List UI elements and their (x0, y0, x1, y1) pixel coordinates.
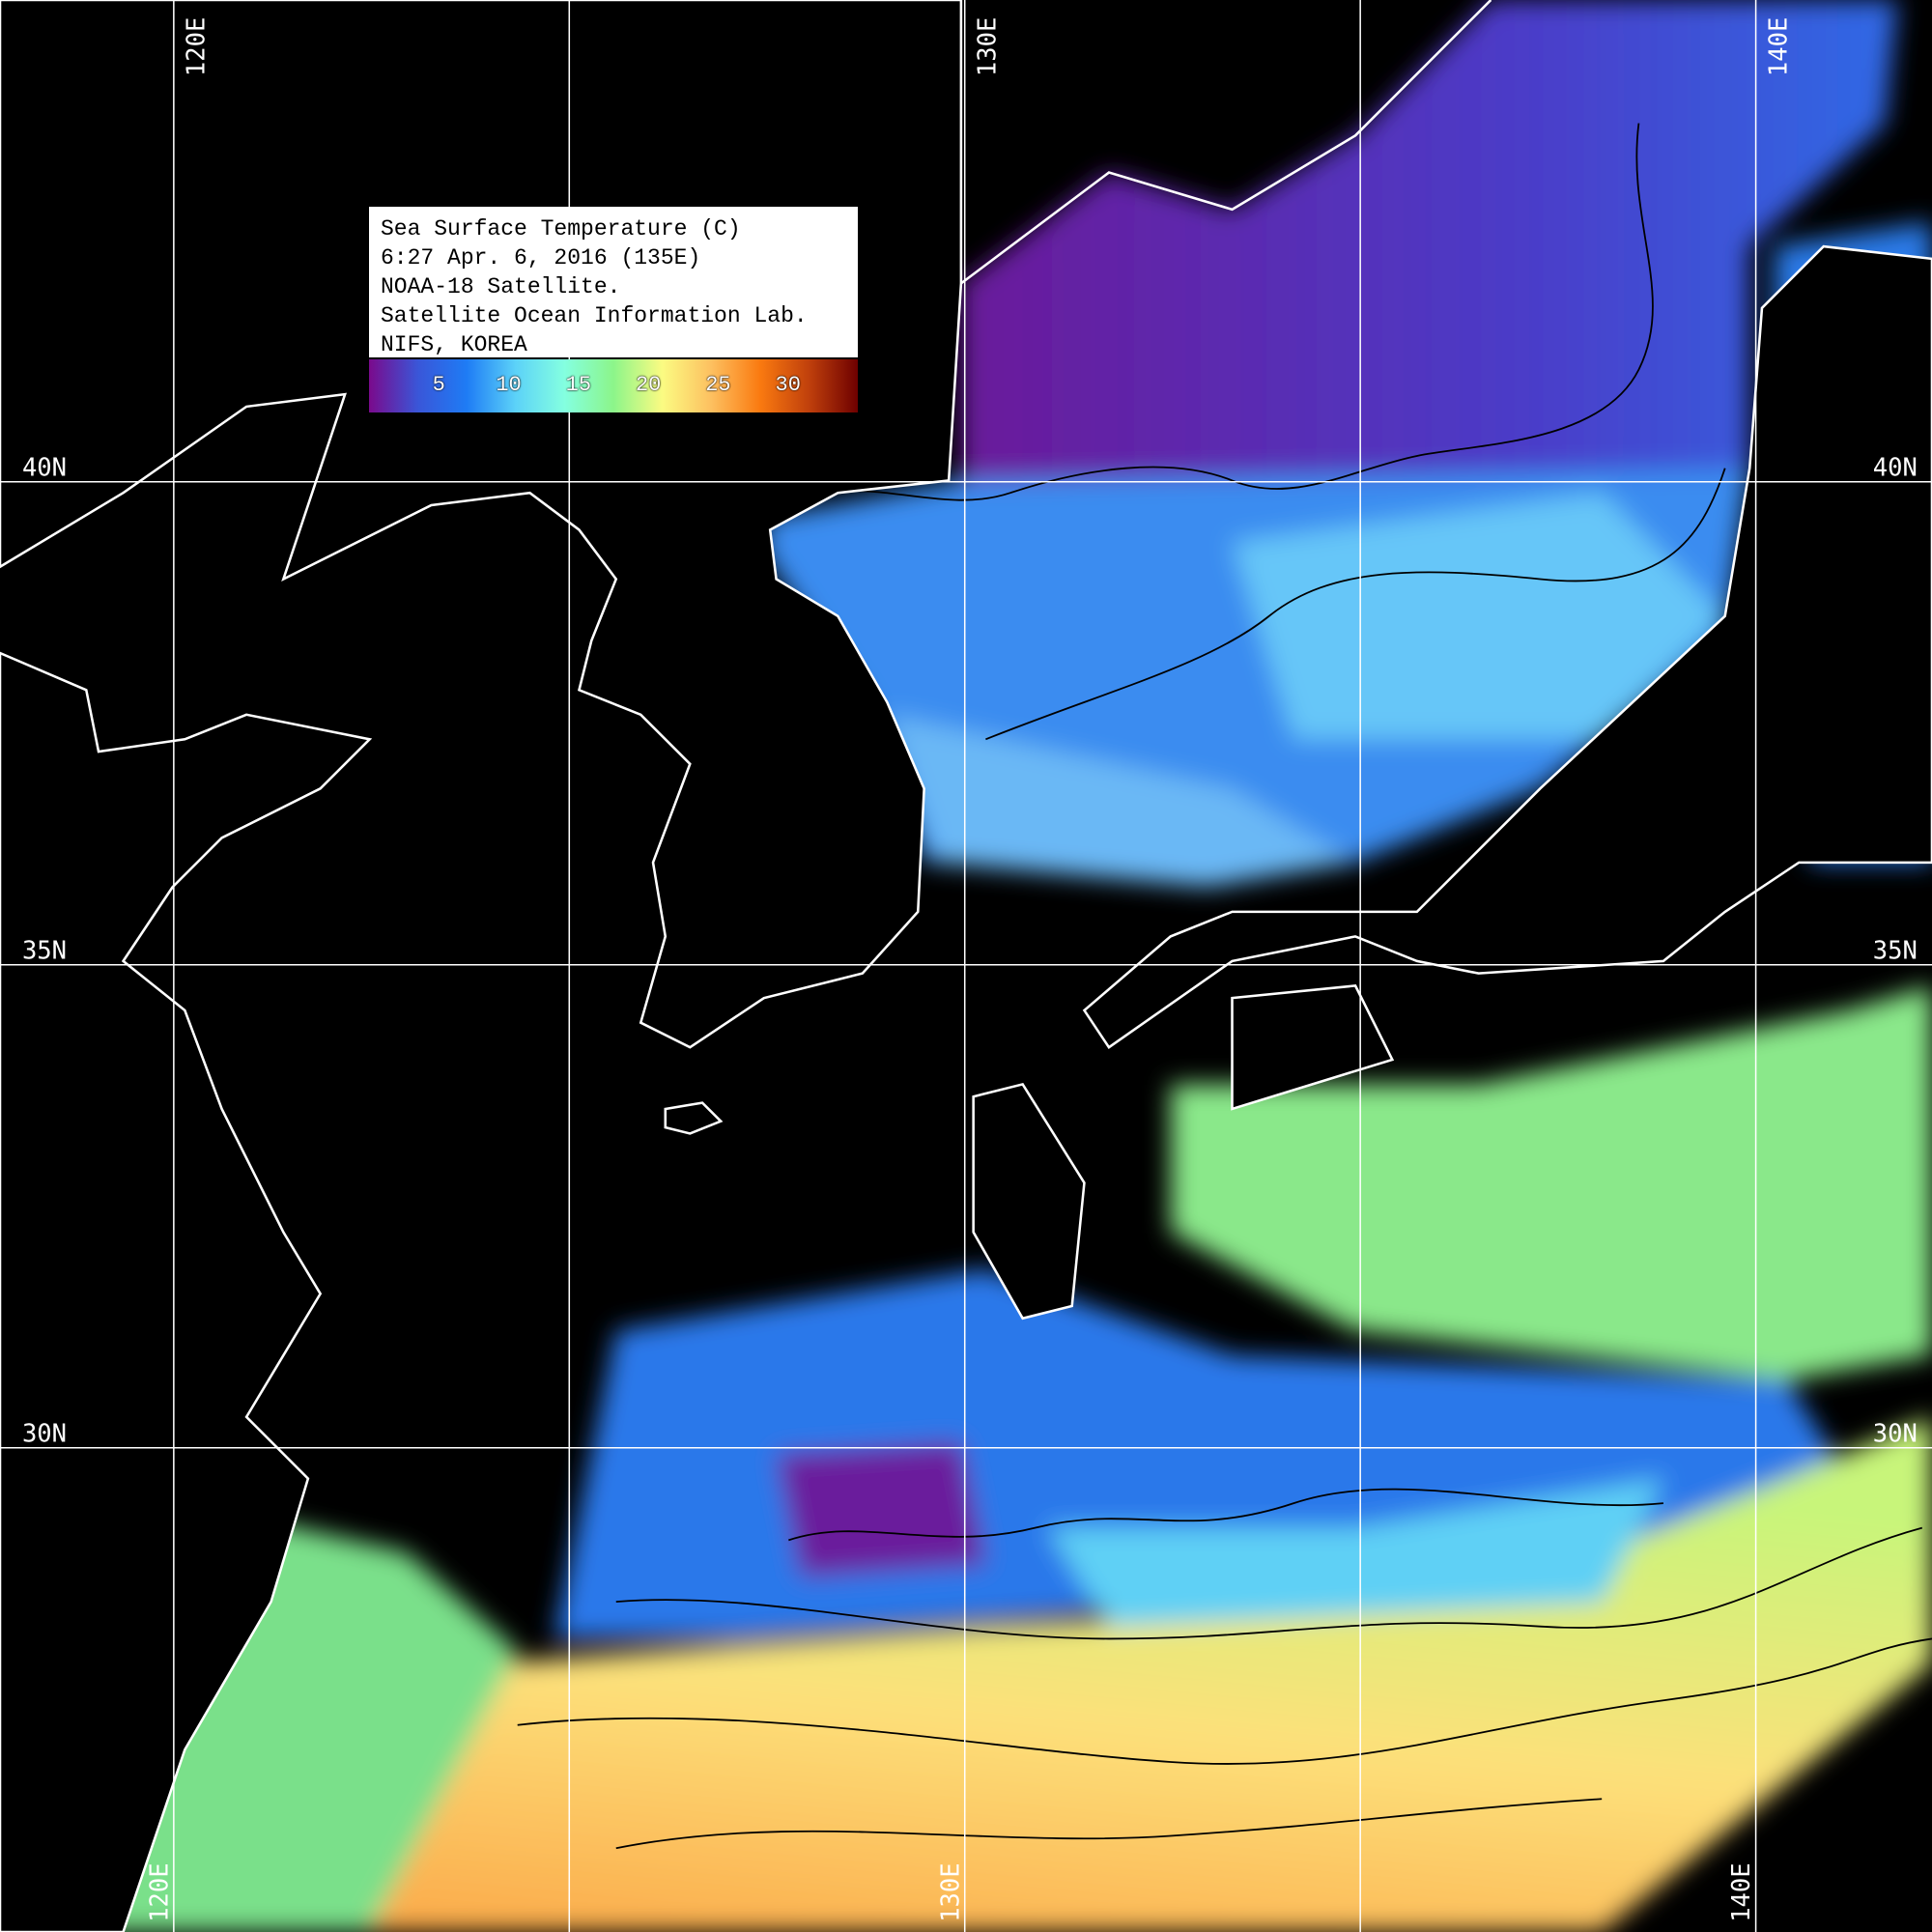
contour-5 (787, 123, 1654, 506)
honshu (1082, 244, 1932, 1049)
colorbar-tick: 15 (565, 373, 592, 397)
colorbar: 5 10 15 20 25 30 (369, 359, 858, 412)
contour-15 (615, 1526, 1923, 1640)
lat-label-left-40n: 40N (22, 453, 67, 482)
lat-label-right-30n: 30N (1873, 1419, 1918, 1448)
contour-lines (517, 123, 1932, 1850)
sst-region-south-warm (307, 1416, 1932, 1932)
lon-label-bottom-120e: 120E (145, 1862, 174, 1921)
china-coast (0, 651, 373, 1932)
kyushu (972, 1082, 1086, 1321)
legend-org: NIFS, KOREA (381, 332, 527, 357)
lat-label-right-40n: 40N (1873, 453, 1918, 482)
jeju-island (664, 1101, 724, 1135)
graticule-labels: 120E 130E 140E 120E 130E 140E 40N 35N 30… (22, 17, 1918, 1922)
sst-region-east-sea-warm (1232, 493, 1725, 740)
lon-label-top-120e: 120E (183, 17, 212, 76)
legend-satellite: NOAA-18 Satellite. (381, 274, 621, 299)
lat-label-left-30n: 30N (22, 1419, 67, 1448)
sst-region-east-sea-north (960, 0, 1898, 481)
contour-22 (615, 1798, 1603, 1850)
colorbar-tick: 5 (432, 373, 445, 397)
legend: Sea Surface Temperature (C) 6:27 Apr. 6,… (369, 207, 858, 412)
colorbar-tick: 30 (775, 373, 801, 397)
shikoku (1231, 984, 1395, 1111)
legend-title: Sea Surface Temperature (C) (381, 216, 741, 242)
colorbar-tick: 20 (635, 373, 662, 397)
lon-label-bottom-130e: 130E (936, 1862, 965, 1921)
lat-label-right-35n: 35N (1873, 936, 1918, 965)
colorbar-tick: 25 (705, 373, 731, 397)
lon-label-bottom-140e: 140E (1727, 1862, 1756, 1921)
sst-region-strait (887, 714, 1356, 888)
contour-5-south (788, 1488, 1664, 1542)
russia-coastline (960, 0, 1492, 285)
lat-label-left-35n: 35N (22, 936, 67, 965)
contour-10 (985, 468, 1726, 741)
legend-lab: Satellite Ocean Information Lab. (381, 303, 808, 328)
sst-region-kuroshio (1047, 1478, 1663, 1627)
colorbar-tick: 10 (496, 373, 522, 397)
legend-info-box: Sea Surface Temperature (C) 6:27 Apr. 6,… (369, 207, 858, 357)
lon-label-top-140e: 140E (1764, 17, 1793, 76)
sst-region-purple-eddy (776, 1441, 986, 1577)
legend-datetime: 6:27 Apr. 6, 2016 (135E) (381, 245, 701, 270)
contour-20 (517, 1637, 1932, 1765)
lon-label-top-130e: 130E (974, 17, 1003, 76)
